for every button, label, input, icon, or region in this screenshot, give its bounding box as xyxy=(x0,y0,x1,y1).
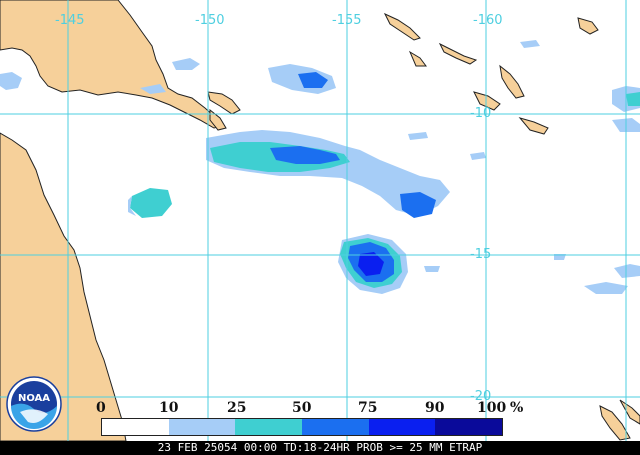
longitude-label-145: -145 xyxy=(55,13,85,28)
precip-area-cloud-4 xyxy=(470,152,486,160)
precip-area-band-core xyxy=(270,146,340,164)
land-islands-north xyxy=(207,91,241,115)
footer-caption: 23 FEB 25054 00:00 TD:18-24HR PROB >= 25… xyxy=(0,441,640,455)
colorbar-bin-75-90 xyxy=(368,419,436,435)
legend-tick-90: 90 xyxy=(425,400,445,416)
land-layer xyxy=(0,0,640,442)
legend-unit: % xyxy=(510,400,524,416)
precip-area-top-left xyxy=(0,72,22,90)
land-new-caledonia xyxy=(619,399,640,425)
land-solomon-2 xyxy=(499,64,525,99)
precip-area-cloud-3 xyxy=(520,40,540,48)
precip-area-cloud-6 xyxy=(140,84,166,94)
grid-layer xyxy=(0,0,640,441)
legend-tick-10: 10 xyxy=(159,400,179,416)
precip-area-east-cluster xyxy=(400,192,436,218)
precip-area-right-lower xyxy=(584,282,628,294)
precip-area-west-outline xyxy=(128,196,136,216)
latitude-label-20: -20 xyxy=(470,389,492,404)
longitude-label-160: -160 xyxy=(473,13,503,28)
legend-tick-50: 50 xyxy=(292,400,312,416)
noaa-logo: NOAA xyxy=(6,376,62,432)
land-solomon-5 xyxy=(408,50,427,67)
colorbar-bin-10-25 xyxy=(168,419,236,435)
precip-area-top-center xyxy=(172,58,200,70)
colorbar-bin-25-50 xyxy=(235,419,303,435)
precipitation-layer xyxy=(0,40,640,294)
precip-area-right-lower-2 xyxy=(614,264,640,278)
precip-area-cloud-1 xyxy=(424,266,440,272)
land-solomon-1 xyxy=(438,42,478,65)
legend-tick-0: 0 xyxy=(96,400,106,416)
precip-area-south-core xyxy=(358,252,384,276)
precip-area-north-core xyxy=(298,72,328,88)
land-vanuatu-tip xyxy=(599,405,631,441)
longitude-label-155: -155 xyxy=(332,13,362,28)
legend-tick-100: 100 xyxy=(477,400,507,416)
colorbar-bin-0-10 xyxy=(102,419,169,435)
land-new-britain-east xyxy=(209,108,227,131)
land-new-guinea xyxy=(0,0,223,129)
colorbar-bin-50-75 xyxy=(302,419,369,435)
longitude-label-150: -150 xyxy=(195,13,225,28)
precip-area-cloud-2 xyxy=(408,132,428,140)
legend-tick-25: 25 xyxy=(227,400,247,416)
latitude-label-15: -15 xyxy=(470,247,492,262)
legend-tick-75: 75 xyxy=(358,400,378,416)
land-santa-cruz xyxy=(577,17,599,35)
latitude-label-10: -10 xyxy=(470,106,492,121)
colorbar-bin-90-100 xyxy=(435,419,503,435)
legend-colorbar xyxy=(101,418,503,436)
land-solomon-4 xyxy=(518,117,549,135)
precip-area-right-edge-core xyxy=(626,92,640,106)
land-bougainville xyxy=(383,12,421,41)
noaa-logo-text: NOAA xyxy=(18,393,50,404)
precip-area-west-blob xyxy=(130,188,172,218)
